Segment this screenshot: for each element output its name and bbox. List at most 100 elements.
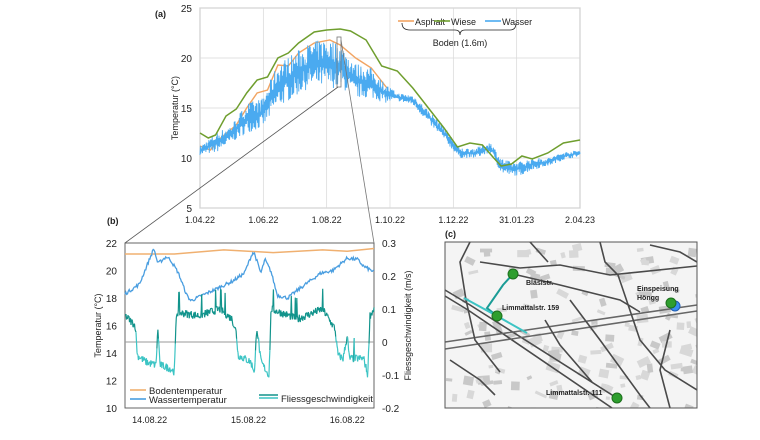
series-line-wiese xyxy=(199,28,581,167)
road xyxy=(479,261,697,276)
y-tick-label: 16 xyxy=(106,322,118,333)
series-line-wassertemperatur xyxy=(124,248,375,302)
building xyxy=(605,334,615,342)
x-tick-label: 1.08.22 xyxy=(312,215,342,225)
station-label-blaesistr: Bläsistr. xyxy=(526,280,553,287)
zoom-line-right xyxy=(340,39,375,244)
y-axis-label: Temperatur (°C) xyxy=(170,76,180,140)
station-label-einspeisung: Einspeisung xyxy=(637,286,679,293)
building xyxy=(556,384,563,394)
building xyxy=(682,365,693,375)
building xyxy=(690,358,697,367)
y2-axis-label: Fliessgeschwindigkeit (m/s) xyxy=(403,270,413,380)
building xyxy=(598,368,610,379)
road xyxy=(569,299,651,408)
building xyxy=(691,365,697,375)
building xyxy=(577,354,588,364)
y-tick-label: 15 xyxy=(181,104,193,115)
building xyxy=(598,297,607,307)
building xyxy=(482,399,492,408)
building xyxy=(547,349,560,356)
building xyxy=(526,375,533,381)
building xyxy=(464,256,476,266)
building xyxy=(462,375,475,386)
legend-label: Wasser xyxy=(502,17,532,27)
x-tick-label: 1.04.22 xyxy=(185,215,215,225)
road xyxy=(445,304,697,343)
y2-tick-label: -0.2 xyxy=(382,404,400,415)
building xyxy=(560,252,566,259)
building xyxy=(568,250,579,258)
building xyxy=(522,303,532,310)
panel-label-b: (b) xyxy=(107,216,119,226)
building xyxy=(648,297,656,305)
building xyxy=(641,259,650,266)
x-tick-label: 14.08.22 xyxy=(132,415,167,425)
y-tick-label: 22 xyxy=(106,239,118,250)
road xyxy=(445,289,621,401)
building xyxy=(464,329,473,336)
map-roads xyxy=(445,242,697,408)
building xyxy=(519,248,532,257)
building xyxy=(688,326,697,339)
building xyxy=(620,383,626,388)
building xyxy=(596,309,606,316)
series-line-fliessgeschwindigkeit-positive xyxy=(124,288,375,363)
building xyxy=(636,247,644,252)
legend-label: Bodentemperatur xyxy=(149,386,222,397)
station-marker-limmattalstr-159[interactable] xyxy=(491,310,503,322)
stations: Bläsistr. Limmattalstr. 159 Limmattalstr… xyxy=(491,268,681,404)
station-label-hoengg: Höngg xyxy=(637,295,659,302)
building xyxy=(571,243,583,253)
series-line-fliessgeschwindigkeit-negative xyxy=(135,332,370,378)
building xyxy=(676,322,685,331)
building xyxy=(548,390,560,401)
building xyxy=(542,344,550,352)
building xyxy=(590,349,602,355)
building xyxy=(510,381,520,391)
building xyxy=(493,380,503,385)
building xyxy=(490,351,503,361)
station-marker-blaesistr[interactable] xyxy=(507,268,519,280)
station-marker-einspeisung[interactable] xyxy=(665,297,677,309)
x-tick-label: 1.06.22 xyxy=(248,215,278,225)
y-axis-label: Temperatur (°C) xyxy=(93,293,103,357)
building xyxy=(609,353,625,367)
legend-label: Fliessgeschwindigkeit xyxy=(281,394,373,405)
zoom-connector xyxy=(124,36,375,244)
building xyxy=(636,356,651,368)
building xyxy=(624,322,630,328)
y-tick-label: 10 xyxy=(106,404,118,415)
building xyxy=(605,362,618,369)
road xyxy=(445,310,697,350)
y2-tick-label: 0 xyxy=(382,338,388,349)
map-frame xyxy=(444,241,698,409)
road xyxy=(512,273,641,313)
building xyxy=(619,271,633,284)
map: Bläsistr. Limmattalstr. 159 Limmattalstr… xyxy=(444,241,698,409)
zoom-line-left xyxy=(124,86,339,244)
station-label-limmattalstr-111: Limmattalstr. 111 xyxy=(546,390,603,397)
legend-group-label: Boden (1.6m) xyxy=(433,38,488,48)
station-marker-limmattalstr-111[interactable] xyxy=(611,392,623,404)
station-label-limmattalstr-159: Limmattalstr. 159 xyxy=(502,305,559,312)
building xyxy=(605,396,610,400)
building xyxy=(445,378,453,382)
building xyxy=(556,288,569,299)
building xyxy=(535,247,547,255)
building xyxy=(600,342,614,353)
panel-label-c: (c) xyxy=(445,229,456,239)
y-tick-label: 5 xyxy=(186,204,192,215)
building xyxy=(534,390,548,399)
x-tick-label: 1.10.22 xyxy=(375,215,405,225)
legend-label: Wiese xyxy=(451,17,476,27)
building xyxy=(646,363,654,373)
building xyxy=(525,267,537,277)
y-tick-label: 20 xyxy=(181,54,193,65)
road xyxy=(544,319,593,383)
building xyxy=(694,293,697,298)
building xyxy=(687,247,697,258)
building xyxy=(480,248,493,253)
road xyxy=(449,359,496,396)
